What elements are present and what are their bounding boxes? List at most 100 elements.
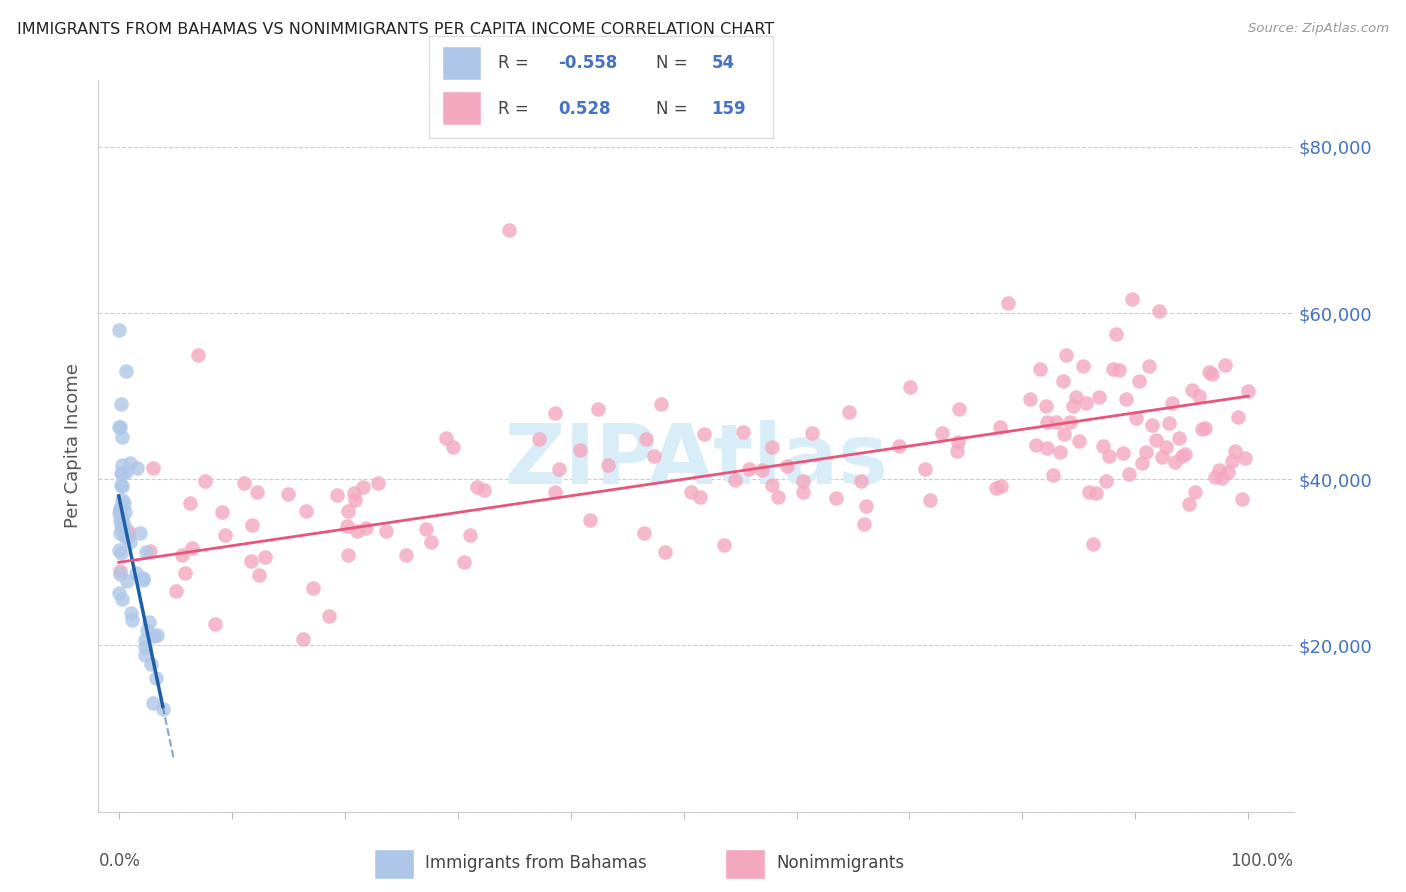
Point bbox=[118, 525, 141, 540]
Point bbox=[1049, 445, 1071, 459]
Text: N =: N = bbox=[657, 54, 693, 72]
Point bbox=[689, 491, 711, 505]
Point bbox=[1111, 445, 1133, 459]
Point bbox=[1137, 359, 1160, 374]
Point bbox=[110, 478, 132, 492]
Point bbox=[1234, 451, 1257, 466]
Point bbox=[849, 475, 872, 489]
Point bbox=[187, 347, 209, 362]
Point bbox=[120, 606, 142, 620]
Point bbox=[1184, 485, 1206, 500]
Point bbox=[142, 460, 165, 475]
Point bbox=[1201, 367, 1223, 381]
Point bbox=[1085, 486, 1108, 500]
Point bbox=[679, 485, 702, 500]
Point bbox=[110, 526, 132, 541]
Text: N =: N = bbox=[657, 100, 693, 118]
Point bbox=[374, 524, 396, 538]
Text: 0.0%: 0.0% bbox=[98, 852, 141, 870]
Point bbox=[1220, 454, 1243, 468]
Point bbox=[232, 476, 254, 491]
Point bbox=[1095, 475, 1118, 489]
Text: 0.528: 0.528 bbox=[558, 100, 610, 118]
Point bbox=[434, 432, 457, 446]
Point bbox=[633, 525, 655, 540]
Point bbox=[441, 440, 464, 454]
Point bbox=[1121, 292, 1143, 306]
Point bbox=[246, 484, 269, 499]
Point bbox=[291, 632, 314, 647]
Point bbox=[367, 475, 389, 490]
Y-axis label: Per Capita Income: Per Capita Income bbox=[65, 364, 83, 528]
Point bbox=[458, 527, 481, 541]
Point bbox=[889, 438, 911, 452]
Point bbox=[1028, 361, 1050, 376]
Point bbox=[733, 425, 755, 439]
Point bbox=[990, 479, 1012, 493]
Point bbox=[174, 566, 197, 580]
Point bbox=[598, 458, 620, 473]
Point bbox=[643, 450, 665, 464]
Point bbox=[211, 506, 233, 520]
Point bbox=[117, 529, 139, 543]
Point bbox=[650, 397, 672, 411]
Point bbox=[1213, 358, 1236, 372]
Point bbox=[111, 458, 134, 473]
Point bbox=[214, 528, 236, 542]
Point bbox=[125, 566, 148, 581]
Bar bbox=[443, 92, 481, 125]
Point bbox=[142, 696, 165, 710]
Point bbox=[135, 545, 157, 559]
Point bbox=[1081, 537, 1104, 551]
Point bbox=[766, 490, 789, 504]
Point bbox=[1042, 468, 1064, 483]
Point bbox=[118, 456, 141, 470]
Point bbox=[395, 548, 418, 562]
Point bbox=[114, 529, 136, 543]
Point bbox=[111, 592, 134, 607]
Point bbox=[761, 441, 783, 455]
Point bbox=[110, 397, 132, 411]
Point bbox=[1045, 416, 1067, 430]
Point bbox=[654, 545, 676, 559]
Point bbox=[544, 484, 567, 499]
Point bbox=[1069, 434, 1091, 449]
Point bbox=[132, 573, 155, 587]
Point bbox=[415, 522, 437, 536]
Point bbox=[239, 554, 262, 568]
Point bbox=[1115, 392, 1137, 406]
Point bbox=[134, 632, 156, 647]
Point bbox=[1054, 347, 1077, 361]
Point bbox=[114, 364, 136, 378]
Point bbox=[1164, 455, 1187, 469]
Point bbox=[988, 419, 1011, 434]
Point bbox=[114, 505, 136, 519]
Point bbox=[792, 474, 814, 488]
Point bbox=[139, 544, 162, 558]
Point bbox=[579, 513, 602, 527]
Point bbox=[1223, 444, 1246, 458]
Point bbox=[111, 510, 134, 524]
Point bbox=[1181, 383, 1204, 397]
Point bbox=[945, 443, 967, 458]
Point bbox=[352, 480, 374, 494]
Point bbox=[110, 517, 132, 532]
Point bbox=[254, 549, 277, 564]
Point bbox=[181, 541, 204, 556]
Point bbox=[1174, 447, 1197, 461]
Point bbox=[1128, 374, 1150, 388]
Bar bbox=[725, 849, 765, 879]
Point bbox=[918, 493, 941, 508]
Point bbox=[914, 462, 936, 476]
Point bbox=[1152, 450, 1174, 465]
Text: 100.0%: 100.0% bbox=[1230, 852, 1294, 870]
Point bbox=[751, 463, 773, 477]
Point bbox=[792, 484, 814, 499]
Point bbox=[1108, 363, 1130, 377]
Point bbox=[1154, 440, 1177, 454]
Point bbox=[335, 518, 357, 533]
Text: R =: R = bbox=[498, 100, 538, 118]
Point bbox=[165, 584, 187, 599]
Text: R =: R = bbox=[498, 54, 534, 72]
Point bbox=[172, 548, 194, 562]
